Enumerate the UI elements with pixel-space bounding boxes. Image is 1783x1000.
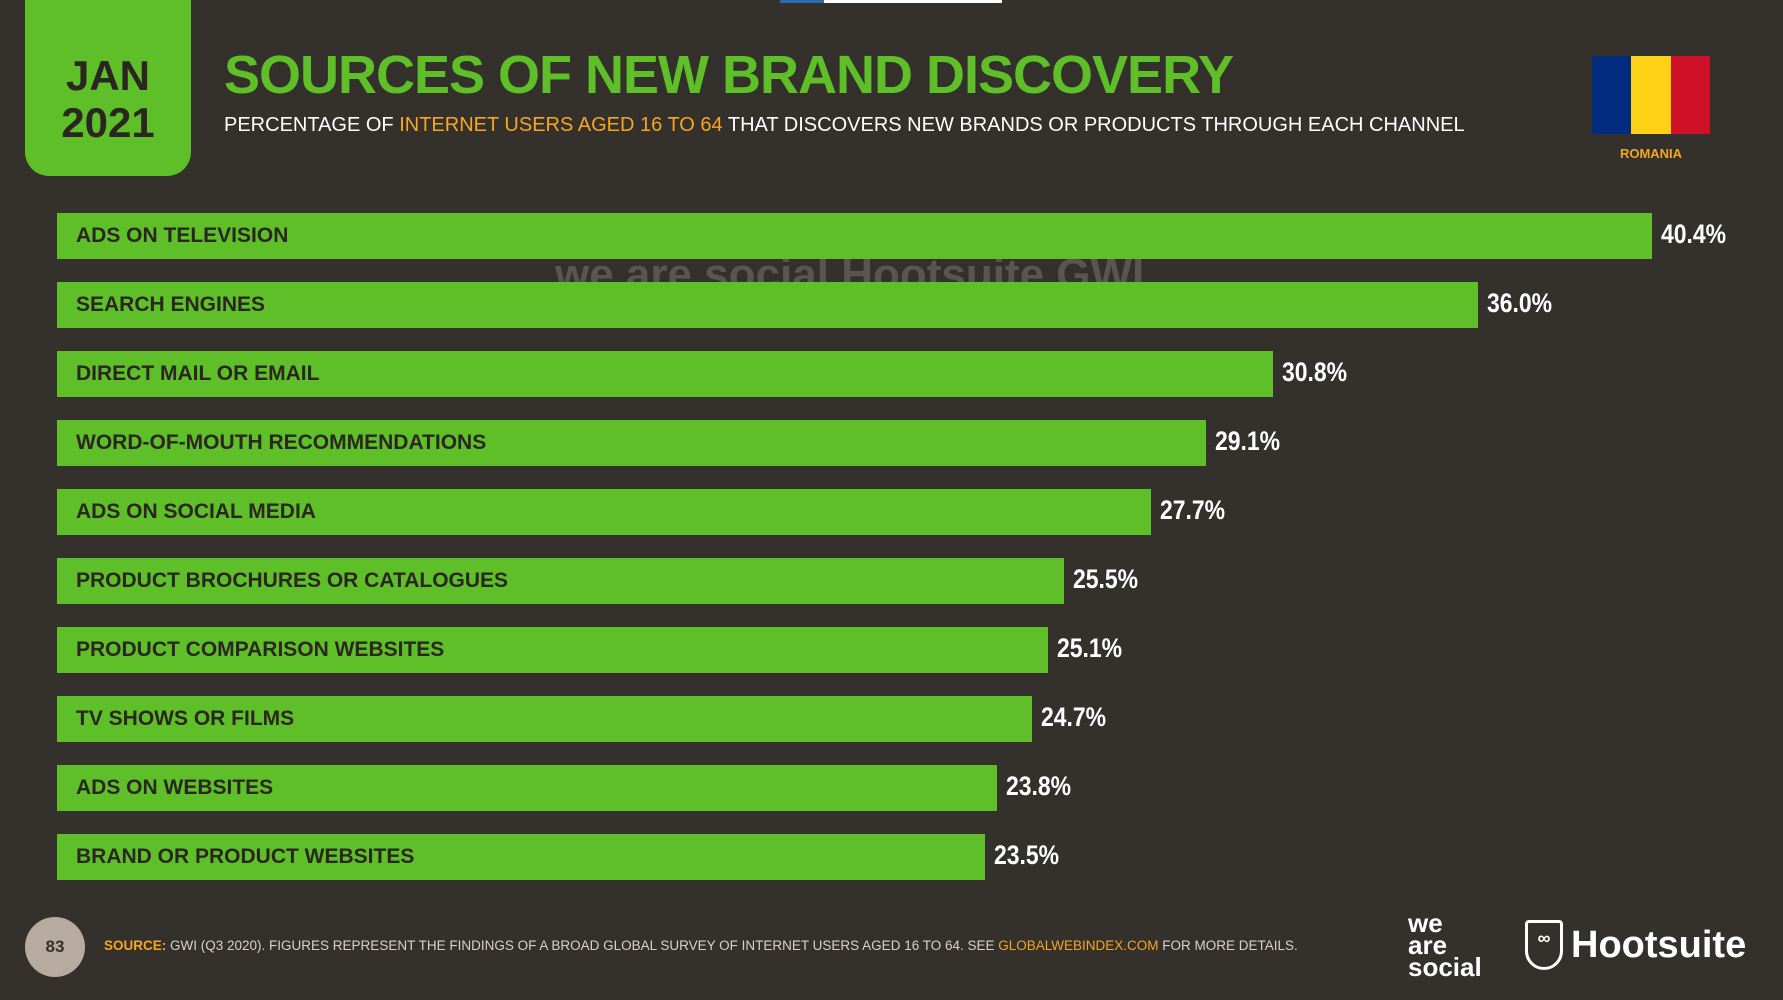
source-link[interactable]: GLOBALWEBINDEX.COM <box>998 938 1159 953</box>
bar-category-label: ADS ON WEBSITES <box>76 776 274 799</box>
bar <box>57 834 985 880</box>
bar-value-label: 23.8% <box>1005 771 1071 801</box>
bar <box>57 627 1048 673</box>
bar-category-label: ADS ON SOCIAL MEDIA <box>76 500 316 523</box>
bar <box>57 489 1151 535</box>
subtitle-highlight: INTERNET USERS AGED 16 TO 64 <box>399 114 723 136</box>
bar-value-label: 30.8% <box>1281 357 1348 387</box>
bar <box>57 213 1652 259</box>
owl-icon: ∞ <box>1525 920 1563 970</box>
bar-category-label: SEARCH ENGINES <box>76 293 266 316</box>
hootsuite-logo: ∞ Hootsuite <box>1525 920 1746 970</box>
source-note: SOURCE: GWI (Q3 2020). FIGURES REPRESENT… <box>104 938 1298 953</box>
bar-category-label: PRODUCT COMPARISON WEBSITES <box>76 638 445 661</box>
page-number: 83 <box>25 917 85 977</box>
bar-category-label: BRAND OR PRODUCT WEBSITES <box>76 845 415 868</box>
bar <box>57 351 1273 397</box>
bar-value-label: 40.4% <box>1661 219 1727 249</box>
bar-category-label: DIRECT MAIL OR EMAIL <box>76 362 320 385</box>
bar <box>57 558 1064 604</box>
subtitle: PERCENTAGE OF INTERNET USERS AGED 16 TO … <box>224 114 1465 137</box>
bar-value-label: 25.1% <box>1056 633 1123 663</box>
date-month: JAN <box>65 52 151 99</box>
bar-value-label: 29.1% <box>1214 426 1280 456</box>
hootsuite-text: Hootsuite <box>1571 923 1747 966</box>
we-are-social-logo: we are social <box>1408 908 1482 982</box>
source-text: GWI (Q3 2020). FIGURES REPRESENT THE FIN… <box>166 938 999 953</box>
date-year: 2021 <box>61 99 155 146</box>
subtitle-post: THAT DISCOVERS NEW BRANDS OR PRODUCTS TH… <box>722 114 1465 136</box>
bar <box>57 765 997 811</box>
bar-value-label: 36.0% <box>1487 288 1553 318</box>
source-label: SOURCE: <box>104 938 167 953</box>
bar-value-label: 25.5% <box>1072 564 1138 594</box>
source-end: FOR MORE DETAILS. <box>1158 938 1298 953</box>
bar <box>57 282 1479 328</box>
date-badge: JAN 2021 <box>25 0 191 176</box>
page-title: SOURCES OF NEW BRAND DISCOVERY <box>224 45 1234 105</box>
romania-flag-icon <box>1592 56 1710 134</box>
bar-value-label: 23.5% <box>993 840 1059 870</box>
bar <box>57 420 1206 466</box>
bar-value-label: 27.7% <box>1159 495 1225 525</box>
bar-category-label: TV SHOWS OR FILMS <box>76 707 295 730</box>
bar-category-label: WORD-OF-MOUTH RECOMMENDATIONS <box>76 431 487 454</box>
subtitle-pre: PERCENTAGE OF <box>224 114 400 136</box>
bar <box>57 696 1033 742</box>
bar-category-label: PRODUCT BROCHURES OR CATALOGUES <box>76 569 509 592</box>
country-label: ROMANIA <box>1619 146 1683 161</box>
bar-value-label: 24.7% <box>1041 702 1107 732</box>
top-bar <box>780 0 1002 3</box>
bar-category-label: ADS ON TELEVISION <box>76 224 289 247</box>
